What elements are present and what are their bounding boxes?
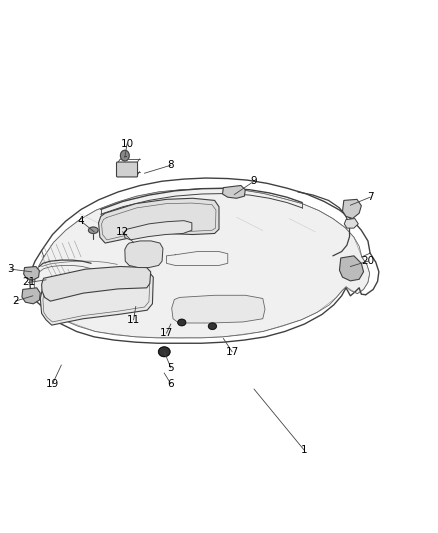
Text: 10: 10 [120, 139, 134, 149]
Text: 17: 17 [226, 347, 239, 357]
Polygon shape [40, 272, 153, 325]
Polygon shape [24, 266, 39, 280]
Ellipse shape [208, 323, 216, 329]
Polygon shape [172, 295, 265, 323]
Ellipse shape [88, 227, 98, 233]
Polygon shape [339, 256, 364, 281]
Text: 2: 2 [12, 296, 19, 306]
Text: 21: 21 [22, 278, 35, 287]
Polygon shape [34, 189, 370, 338]
Text: 11: 11 [127, 315, 140, 325]
Polygon shape [99, 198, 219, 243]
Text: 19: 19 [46, 379, 59, 389]
Text: 3: 3 [7, 264, 14, 274]
Text: 5: 5 [167, 363, 174, 373]
Polygon shape [223, 185, 245, 198]
Text: 9: 9 [251, 176, 258, 186]
Text: 20: 20 [361, 256, 374, 266]
Circle shape [120, 150, 129, 161]
FancyBboxPatch shape [117, 162, 138, 177]
Ellipse shape [159, 347, 170, 357]
Text: 7: 7 [367, 192, 374, 202]
Text: 6: 6 [167, 379, 174, 389]
Polygon shape [343, 199, 361, 219]
Text: 1: 1 [301, 446, 308, 455]
Text: 17: 17 [160, 328, 173, 338]
Polygon shape [42, 266, 151, 301]
Text: 4: 4 [78, 216, 85, 226]
Polygon shape [124, 221, 192, 240]
Polygon shape [344, 219, 358, 228]
Polygon shape [125, 241, 163, 268]
Ellipse shape [178, 319, 186, 326]
Text: 8: 8 [167, 160, 174, 170]
Polygon shape [22, 288, 40, 304]
Text: 12: 12 [116, 227, 129, 237]
